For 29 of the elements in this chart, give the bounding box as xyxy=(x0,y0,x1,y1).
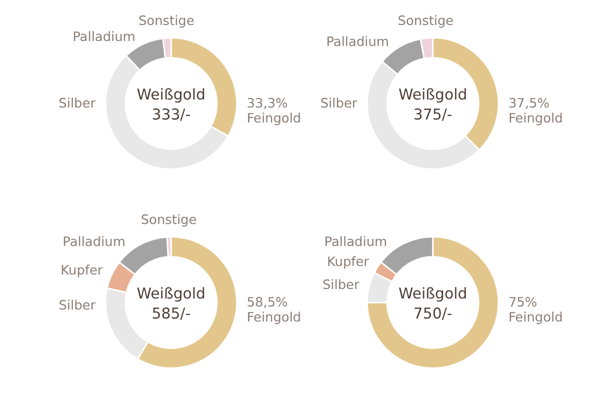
data-label: 37,5% xyxy=(508,96,550,112)
slice-label: Palladium xyxy=(62,235,126,250)
slice-label: Feingold xyxy=(246,111,302,126)
text: 333/- xyxy=(152,105,191,124)
slice-label: Palladium xyxy=(326,34,390,50)
slice-label: Kupfer xyxy=(326,254,370,270)
slice-label: Palladium xyxy=(324,235,388,250)
slice-label: Silber xyxy=(322,278,360,293)
text: Weißgold xyxy=(136,284,206,303)
slice-label: Feingold xyxy=(508,310,563,326)
slice-label: Silber xyxy=(58,96,96,112)
text: Weißgold xyxy=(398,86,468,104)
slice-label: Silber xyxy=(320,96,358,112)
text: Weißgold xyxy=(398,284,468,303)
data-label: 58,5% xyxy=(246,295,288,310)
slice-label: Feingold xyxy=(246,310,302,326)
text: 750/- xyxy=(413,304,452,322)
data-label: 33,3% xyxy=(246,96,288,112)
text: Weißgold xyxy=(136,86,206,104)
slice-label: Sonstige xyxy=(140,212,197,228)
slice-label: Kupfer xyxy=(60,263,104,278)
slice-label: Palladium xyxy=(72,30,136,45)
text: 585/- xyxy=(152,304,191,322)
slice-label: Sonstige xyxy=(138,14,194,30)
slice-label: Feingold xyxy=(508,111,563,126)
slice-label: Sonstige xyxy=(398,14,454,30)
text: 375/- xyxy=(413,105,452,124)
data-label: 75% xyxy=(508,295,538,310)
slice-label: Silber xyxy=(58,298,96,314)
